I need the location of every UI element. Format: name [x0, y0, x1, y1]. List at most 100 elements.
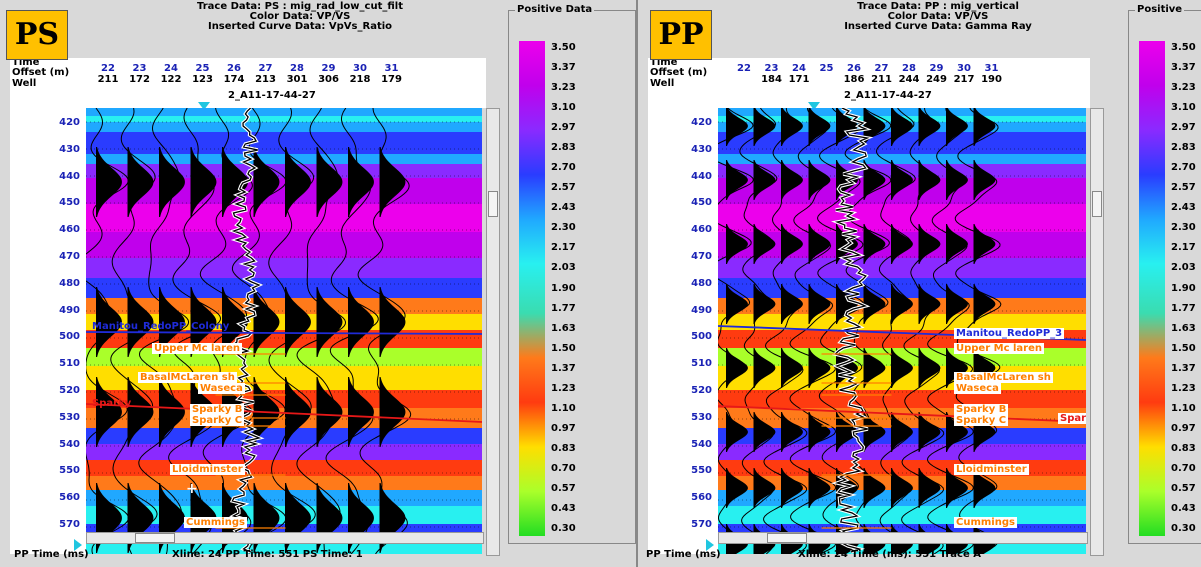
seismic-peak-fill: [726, 412, 748, 452]
seismic-peak-fill: [348, 377, 374, 447]
seismic-peak-fill: [808, 348, 831, 388]
seismic-peak-fill: [753, 224, 776, 264]
trace-number: 30: [957, 63, 971, 74]
legend-value: 2.30: [1171, 222, 1196, 234]
time-tick-label: 480: [691, 277, 712, 289]
vertical-scroll-thumb[interactable]: [488, 191, 498, 217]
legend-value: 3.10: [1171, 102, 1196, 114]
legend-title: Positive: [1135, 4, 1185, 16]
color-data-label: Color Data: VP/VS: [249, 11, 351, 22]
well-log-curve: [231, 108, 262, 553]
horizon-label: Sparky C: [190, 415, 245, 426]
trace-number: 24: [164, 63, 178, 74]
trace-cursor-marker[interactable]: [808, 102, 820, 110]
vpvs-color-band: [718, 258, 1086, 278]
legend-value: 0.83: [551, 442, 576, 454]
horizon-line: [718, 405, 1086, 423]
seismic-peak-fill: [973, 108, 996, 146]
seismic-peak-fill: [348, 287, 374, 357]
legend-value: 2.70: [551, 162, 576, 174]
seismic-section-pp[interactable]: Manitou_RedoPP_3 Upper Mc laren BasalMcL…: [718, 108, 1086, 554]
seismic-peak-fill: [753, 468, 776, 508]
seismic-peak-fill: [836, 284, 858, 324]
time-tick-label: 520: [691, 385, 712, 396]
vertical-scrollbar[interactable]: [1090, 108, 1104, 556]
horizontal-scroll-thumb[interactable]: [135, 533, 175, 543]
offset-value: 184: [761, 74, 782, 85]
seismic-peak-fill: [159, 287, 185, 357]
legend-value: 2.83: [1171, 142, 1196, 154]
seismic-peak-fill: [808, 224, 831, 264]
time-tick-label: 510: [59, 358, 80, 370]
seismic-svg: [718, 108, 1086, 554]
seismic-peak-fill: [836, 412, 858, 452]
seismic-peak-fill: [891, 468, 913, 508]
color-ramp: [519, 41, 545, 536]
horizon-label: BasalMcLaren sh: [138, 372, 237, 383]
seismic-peak-fill: [753, 284, 776, 324]
trace-number: 22: [737, 63, 751, 74]
well-name-label: 2_A11-17-44-27: [228, 90, 316, 101]
legend-value: 2.30: [551, 222, 576, 234]
status-readout: Xline: 24 PP Time: 551 PS Time: 1: [172, 549, 363, 560]
panel-header: Trace Data: PS : mig_rad_low_cut_filt Co…: [100, 2, 500, 32]
seismic-section-ps[interactable]: Manitou_RedoPP_Colony Upper Mc laren Bas…: [86, 108, 482, 554]
horizontal-scrollbar[interactable]: [86, 532, 484, 544]
offset-value: 213: [255, 74, 276, 85]
curve-data-label: Inserted Curve Data: Gamma Ray: [844, 21, 1032, 32]
trace-number: 23: [132, 63, 147, 74]
horizontal-scroll-thumb[interactable]: [767, 533, 807, 543]
seismic-peak-fill: [863, 224, 886, 264]
seismic-peak-fill: [946, 468, 968, 508]
legend-value: 0.57: [1171, 482, 1196, 494]
status-axis-label: PP Time (ms): [646, 549, 721, 560]
time-tick-label: 480: [59, 277, 80, 289]
seismic-peak-fill: [946, 224, 968, 264]
offset-value: 171: [788, 74, 810, 85]
vertical-scroll-thumb[interactable]: [1092, 191, 1102, 217]
vpvs-color-band: [86, 204, 482, 232]
seismic-peak-fill: [918, 224, 941, 264]
legend-value: 3.50: [1171, 42, 1196, 53]
offset-value: 306: [318, 74, 339, 85]
seismic-peak-fill: [96, 287, 122, 357]
trace-number: 31: [984, 63, 999, 74]
time-cursor-marker[interactable]: [74, 539, 82, 551]
time-tick-label: 440: [59, 170, 80, 182]
seismic-peak-fill: [781, 412, 803, 452]
seismic-peak-fill: [96, 147, 122, 217]
seismic-peak-fill: [127, 147, 154, 217]
time-tick-label: 490: [59, 304, 80, 316]
seismic-peak-fill: [781, 284, 803, 324]
horizontal-scrollbar[interactable]: [718, 532, 1088, 544]
offset-value: 123: [192, 74, 213, 85]
status-readout: Xline: 24 Time (ms): 551 Trace A: [798, 549, 981, 560]
offset-value: 244: [898, 74, 920, 85]
time-tick-label: 420: [691, 117, 712, 128]
color-legend: Positive Data 3.50 3.37 3.23 3.10 2.97 2.83 2.…: [508, 4, 636, 544]
legend-value: 2.83: [551, 142, 576, 154]
seismic-peak-fill: [781, 468, 803, 508]
trace-cursor-marker[interactable]: [198, 102, 210, 110]
legend-value: 2.03: [1171, 262, 1196, 274]
seismic-peak-fill: [96, 377, 122, 447]
legend-value: 1.37: [1171, 362, 1196, 374]
trace-header: Time Offset (m) Well 22 23 24 25 26 27 28 29 30 3…: [10, 58, 486, 110]
horizon-label: Sparky B: [954, 404, 1009, 415]
horizon-label: Cummings: [184, 517, 247, 528]
vertical-scrollbar[interactable]: [486, 108, 500, 556]
seismic-peak-fill: [836, 108, 858, 146]
horizon-label: Lloidminster: [954, 464, 1029, 475]
offset-axis-label: Offset (m): [650, 67, 708, 78]
seismic-peak-fill: [379, 147, 406, 217]
seismic-peak-fill: [808, 468, 831, 508]
seismic-peak-fill: [127, 287, 154, 357]
horizon-label: Waseca: [954, 383, 1001, 394]
legend-value: 2.17: [1171, 242, 1196, 254]
seismic-peak-fill: [159, 377, 185, 447]
time-tick-label: 420: [59, 117, 80, 128]
seismic-peak-fill: [863, 468, 886, 508]
time-cursor-marker[interactable]: [706, 539, 714, 551]
seismic-peak-fill: [726, 284, 748, 324]
legend-value: 2.70: [1171, 162, 1196, 174]
